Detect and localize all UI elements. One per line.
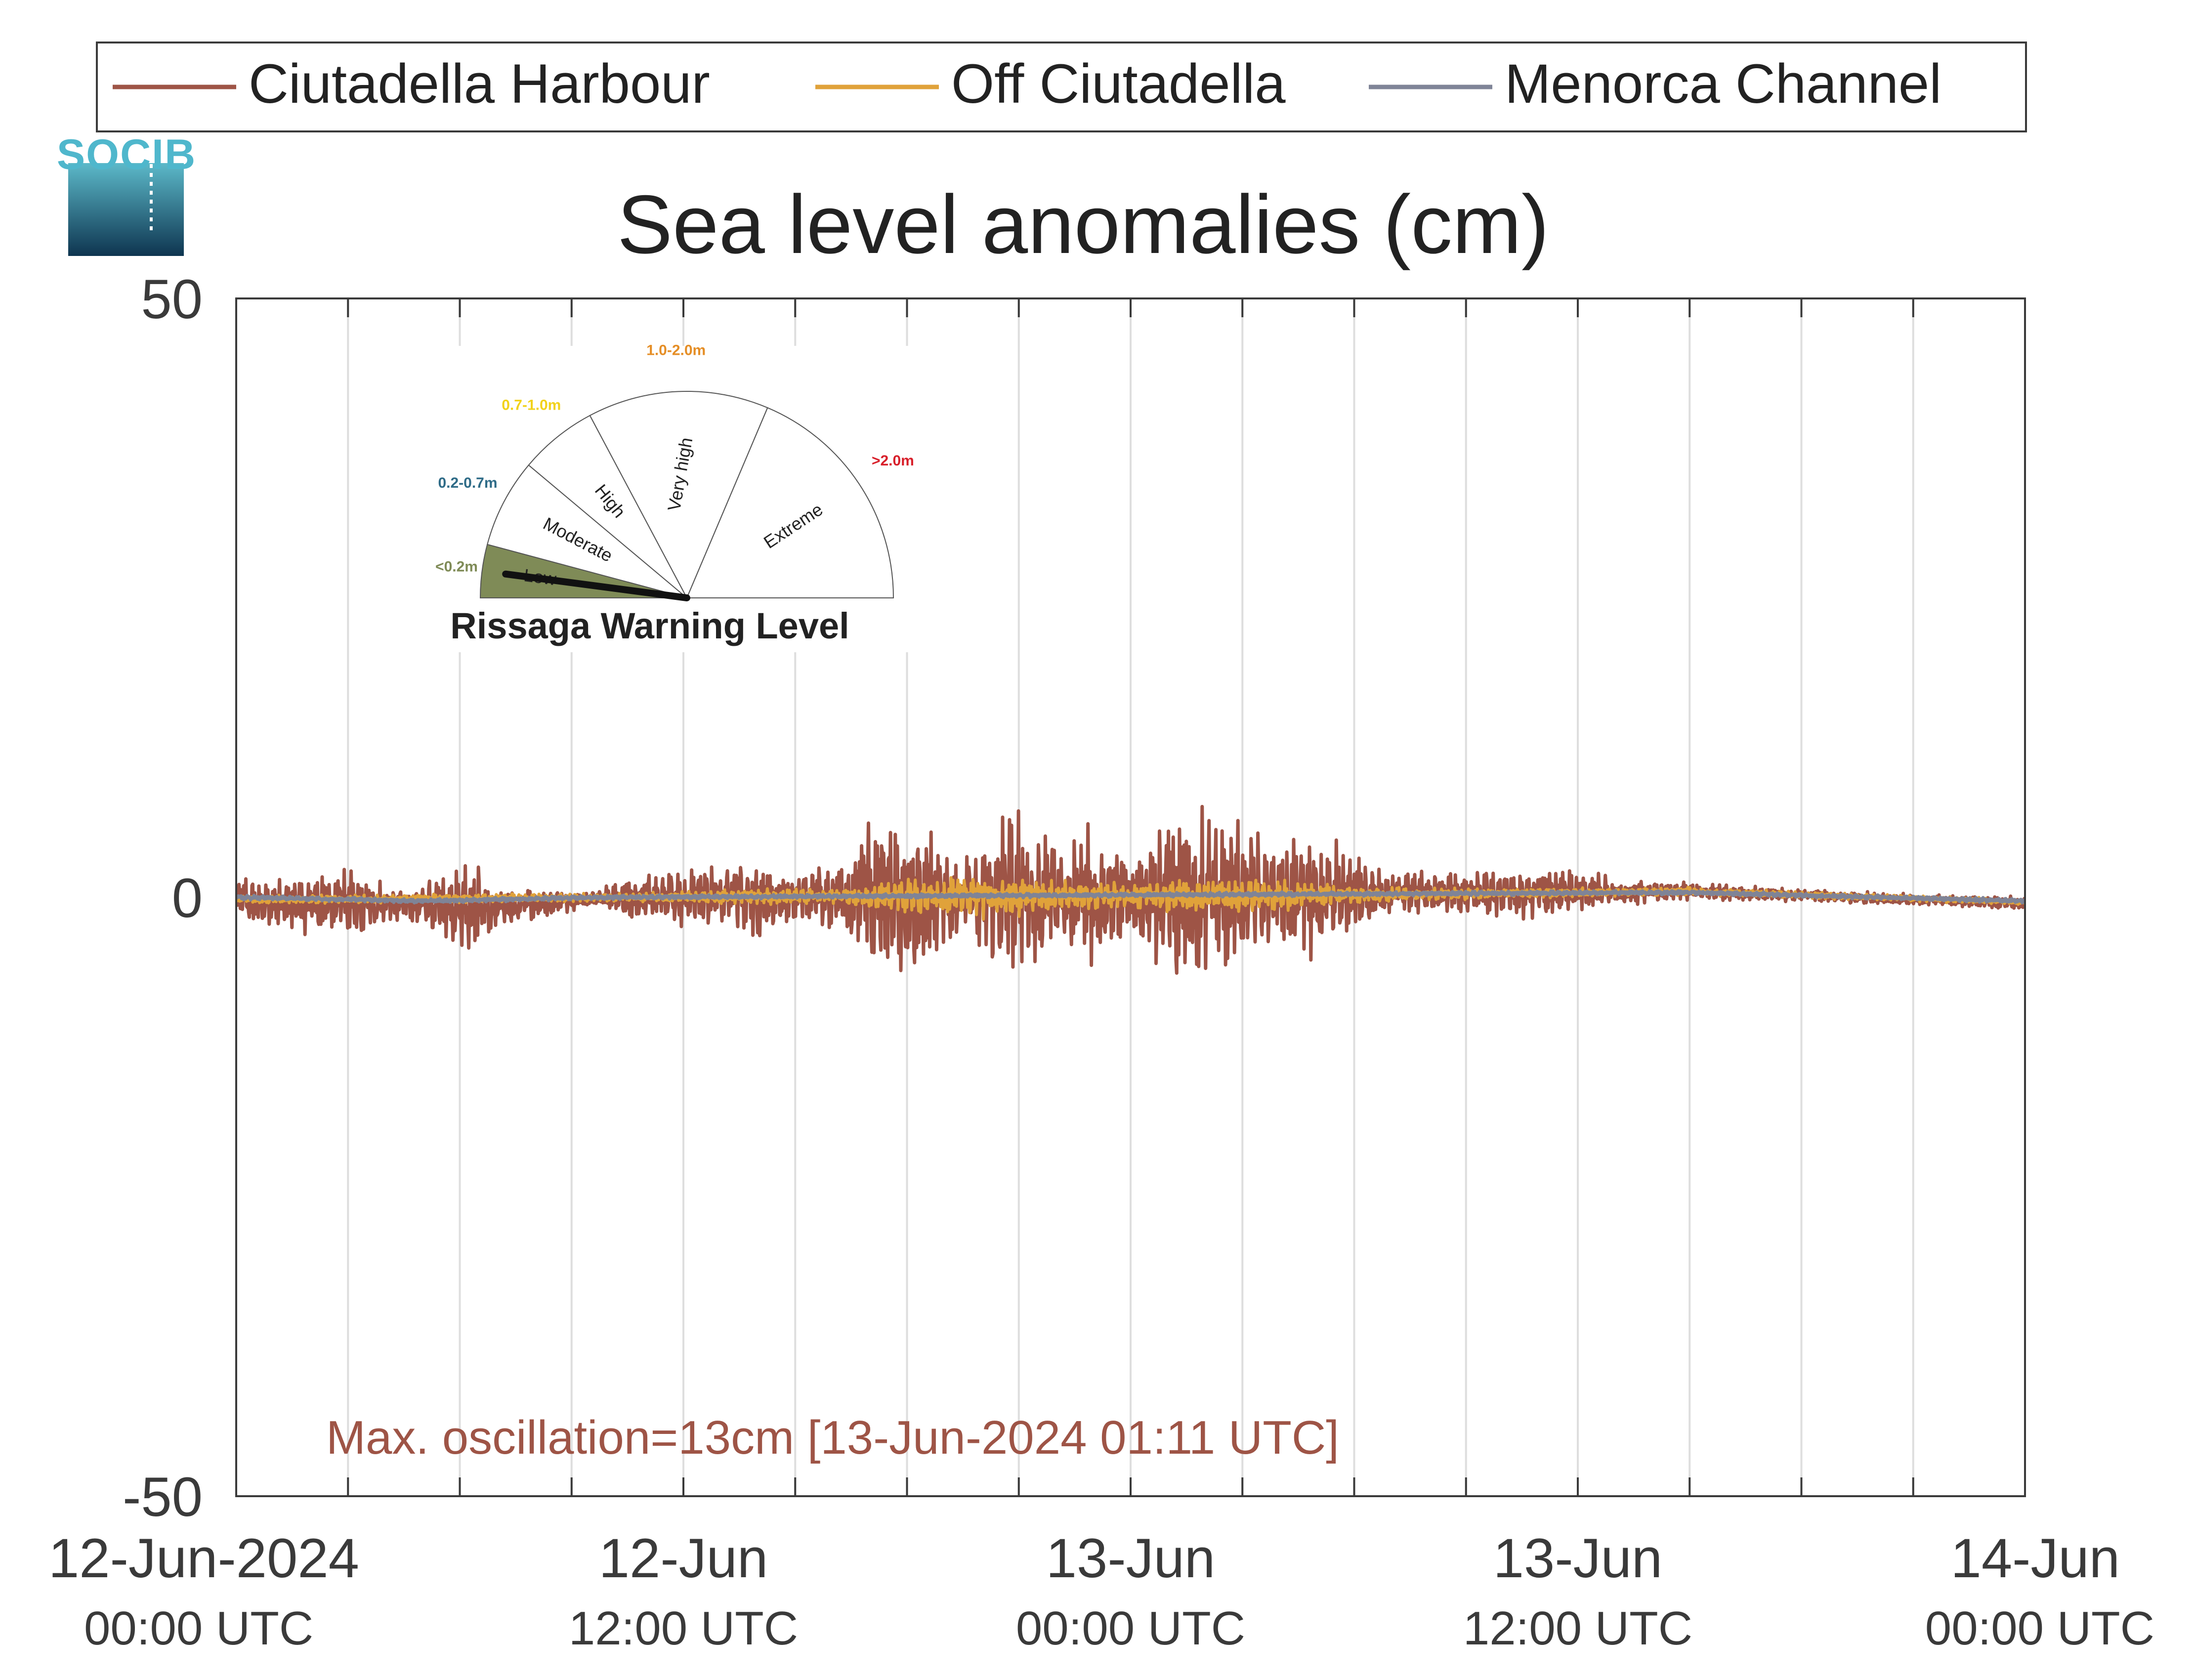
gauge-range-label: >2.0m — [872, 453, 914, 469]
x-tick-label-time: 12:00 UTC — [1463, 1602, 1692, 1655]
max-oscillation-annotation: Max. oscillation=13cm [13-Jun-2024 01:11… — [326, 1411, 1339, 1464]
socib-logo-text: SOCIB — [57, 131, 196, 178]
x-tick-label-date: 12-Jun — [599, 1527, 768, 1589]
series-lines — [236, 804, 2025, 975]
legend-box — [96, 42, 2027, 132]
gauge-sector — [486, 464, 687, 598]
axis-ticks: 12-Jun-2024 00:00 UTC 12-Jun 12:00 UTC 13-Ju… — [48, 268, 2154, 1655]
x-tick-label-time: 00:00 UTC — [84, 1602, 313, 1655]
x-tick-label-time: 00:00 UTC — [1016, 1602, 1245, 1655]
gauge-sector — [589, 390, 768, 599]
socib-logo: SOCIB — [57, 131, 196, 256]
x-tick-label-date: 14-Jun — [1951, 1527, 2120, 1589]
series-line — [236, 889, 2025, 905]
x-tick-label-time: 12:00 UTC — [569, 1602, 798, 1655]
socib-logo-block — [68, 163, 184, 256]
x-tick-label-date: 13-Jun — [1046, 1527, 1215, 1589]
x-tick-label-date: 13-Jun — [1493, 1527, 1662, 1589]
legend-label: Ciutadella Harbour — [249, 53, 710, 115]
y-tick-label: -50 — [123, 1466, 203, 1528]
gauge-range-label: 0.7-1.0m — [502, 397, 561, 413]
legend: Ciutadella Harbour Off Ciutadella Menorca … — [96, 42, 2027, 132]
gauge-sector — [528, 415, 687, 598]
chart-title: Sea level anomalies (cm) — [617, 178, 1549, 271]
rissaga-warning-gauge: Low<0.2mModerate0.2-0.7mHigh0.7-1.0mVery… — [399, 342, 928, 652]
gauge-title: Rissaga Warning Level — [450, 605, 849, 646]
legend-label: Off Ciutadella — [951, 53, 1286, 115]
gauge-needle — [502, 570, 690, 601]
gauge-sector — [686, 407, 894, 598]
x-tick-label-date: 12-Jun-2024 — [48, 1527, 359, 1589]
y-tick-label: 50 — [141, 268, 203, 330]
x-tick-label-time: 00:00 UTC — [1925, 1602, 2154, 1655]
gauge-range-label: 0.2-0.7m — [438, 475, 497, 491]
legend-label: Menorca Channel — [1505, 53, 1941, 115]
y-tick-label: 0 — [172, 867, 203, 929]
gauge-range-label: <0.2m — [435, 559, 478, 575]
legend-items: Ciutadella Harbour Off Ciutadella Menorca … — [113, 53, 1941, 115]
gauge-range-label: 1.0-2.0m — [646, 342, 706, 358]
